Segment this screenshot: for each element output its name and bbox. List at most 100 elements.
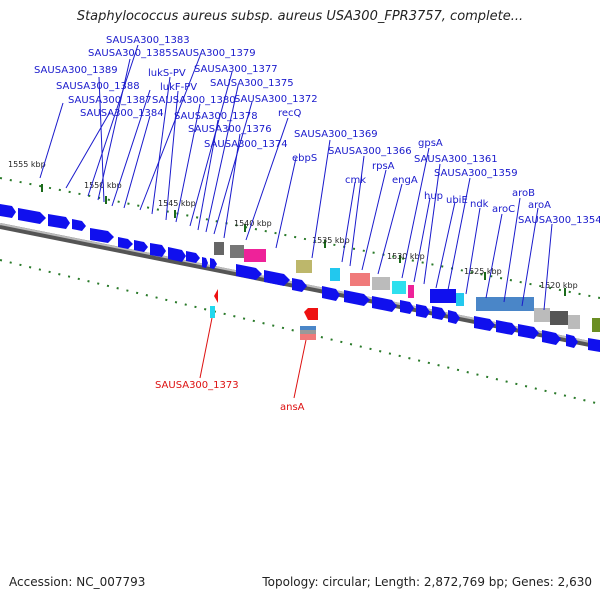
gene-label[interactable]: SAUSA300_1388 [56, 81, 140, 92]
gene-label[interactable]: cmk [345, 175, 366, 186]
gene-arrow[interactable] [304, 308, 318, 320]
gene-label[interactable]: SAUSA300_1383 [106, 35, 190, 46]
gene-arrow[interactable] [416, 304, 430, 318]
feature-box[interactable] [330, 268, 340, 281]
tick-label: 1535 kbp [312, 236, 350, 245]
gene-label[interactable]: aroB [512, 188, 535, 199]
gene-arrow[interactable] [566, 334, 578, 348]
gene-arrow[interactable] [118, 237, 133, 249]
topology-text: Topology: circular; Length: 2,872,769 bp… [262, 575, 592, 589]
gene-arrow[interactable] [542, 330, 561, 345]
forward-leader-lines [39, 44, 553, 311]
gene-arrow[interactable] [18, 208, 46, 224]
gene-arrow[interactable] [186, 251, 200, 263]
gene-label[interactable]: SAUSA300_1387 [68, 95, 152, 106]
gene-arrow[interactable] [0, 204, 16, 218]
gene-label[interactable]: SAUSA300_1389 [34, 65, 118, 76]
gene-arrow[interactable] [400, 300, 414, 314]
gene-arrow[interactable] [134, 240, 148, 252]
gene-label[interactable]: SAUSA300_1379 [172, 48, 256, 59]
feature-box[interactable] [210, 306, 215, 318]
gene-label[interactable]: ansA [280, 402, 305, 413]
map-title: Staphylococcus aureus subsp. aureus USA3… [76, 9, 524, 24]
gene-arrow[interactable] [496, 320, 517, 335]
gene-label[interactable]: SAUSA300_1377 [194, 64, 278, 75]
gene-label[interactable]: aroC [492, 204, 515, 215]
gene-label[interactable]: SAUSA300_1369 [294, 129, 378, 140]
gene-label[interactable]: SAUSA300_1373 [155, 380, 239, 391]
feature-box[interactable] [592, 318, 600, 332]
gene-arrow[interactable] [210, 258, 217, 269]
gene-label[interactable]: engA [392, 175, 418, 186]
gene-label[interactable]: SAUSA300_1385 [88, 48, 172, 59]
gene-label[interactable]: SAUSA300_1366 [328, 146, 412, 157]
feature-box[interactable] [230, 245, 244, 258]
feature-box[interactable] [296, 260, 312, 273]
gene-label[interactable]: ebpS [292, 153, 317, 164]
tick-label: 1525 kbp [464, 267, 502, 276]
gene-label[interactable]: SAUSA300_1374 [204, 139, 288, 150]
gene-label[interactable]: ubiE [446, 195, 468, 206]
gene-arrow[interactable] [168, 247, 186, 262]
gene-arrow[interactable] [90, 228, 114, 243]
feature-box[interactable] [476, 297, 534, 311]
gene-arrow[interactable] [322, 286, 340, 301]
feature-box[interactable] [214, 242, 224, 255]
gene-label[interactable]: aroA [528, 200, 551, 211]
feature-box[interactable] [300, 326, 316, 330]
gene-arrow[interactable] [48, 214, 70, 229]
feature-box[interactable] [430, 289, 456, 303]
gene-label[interactable]: rpsA [372, 161, 395, 172]
gene-label[interactable]: SAUSA300_1359 [434, 168, 518, 179]
gene-arrow[interactable] [518, 324, 539, 339]
gene-label[interactable]: SAUSA300_1378 [174, 111, 258, 122]
gene-arrow[interactable] [214, 289, 218, 303]
feature-box[interactable] [392, 281, 406, 294]
gene-label[interactable]: SAUSA300_1354 [518, 215, 600, 226]
major-ticks [41, 184, 566, 296]
gene-label[interactable]: SAUSA300_1372 [234, 94, 318, 105]
feature-box[interactable] [534, 308, 550, 322]
gene-arrow[interactable] [72, 219, 86, 231]
feature-box[interactable] [372, 277, 390, 290]
feature-box[interactable] [550, 311, 568, 325]
gene-label[interactable]: SAUSA300_1375 [210, 78, 294, 89]
feature-box[interactable] [350, 273, 370, 286]
gene-label[interactable]: SAUSA300_1384 [80, 108, 164, 119]
accession-text: Accession: NC_007793 [9, 575, 146, 589]
feature-box[interactable] [568, 315, 580, 329]
feature-box[interactable] [244, 249, 266, 262]
gene-label[interactable]: SAUSA300_1361 [414, 154, 498, 165]
reverse-leader-lines [199, 317, 307, 399]
gene-arrow[interactable] [432, 306, 446, 320]
gene-label[interactable]: gpsA [418, 138, 443, 149]
gene-arrow[interactable] [150, 243, 166, 257]
gene-label[interactable]: hup [424, 191, 443, 202]
gene-arrow[interactable] [588, 338, 600, 352]
feature-box[interactable] [300, 334, 316, 340]
feature-boxes [214, 242, 600, 332]
gene-label[interactable]: lukS-PV [148, 68, 186, 79]
tick-label: 1555 kbp [8, 160, 46, 169]
gene-label[interactable]: SAUSA300_1380 [152, 95, 236, 106]
gene-arrow[interactable] [292, 278, 307, 292]
feature-box[interactable] [456, 293, 464, 306]
gene-arrow[interactable] [448, 310, 460, 324]
gene-arrow[interactable] [202, 257, 208, 268]
reverse-gene-labels: SAUSA300_1373 ansA [155, 380, 305, 413]
gene-arrow[interactable] [344, 290, 370, 306]
gene-label[interactable]: SAUSA300_1376 [188, 124, 272, 135]
gene-arrow[interactable] [474, 316, 495, 331]
feature-box[interactable] [300, 330, 316, 334]
gene-arrow[interactable] [236, 264, 262, 280]
gene-label[interactable]: recQ [278, 108, 302, 119]
gene-label[interactable]: ndk [470, 199, 489, 210]
forward-genes [0, 204, 600, 352]
gene-label[interactable]: lukF-PV [160, 82, 197, 93]
forward-gene-labels: SAUSA300_1383 SAUSA300_1385 SAUSA300_137… [34, 35, 600, 226]
feature-box[interactable] [408, 285, 414, 298]
tick-label: 1540 kbp [234, 219, 272, 228]
gene-arrow[interactable] [264, 270, 290, 286]
gene-arrow[interactable] [372, 296, 397, 312]
